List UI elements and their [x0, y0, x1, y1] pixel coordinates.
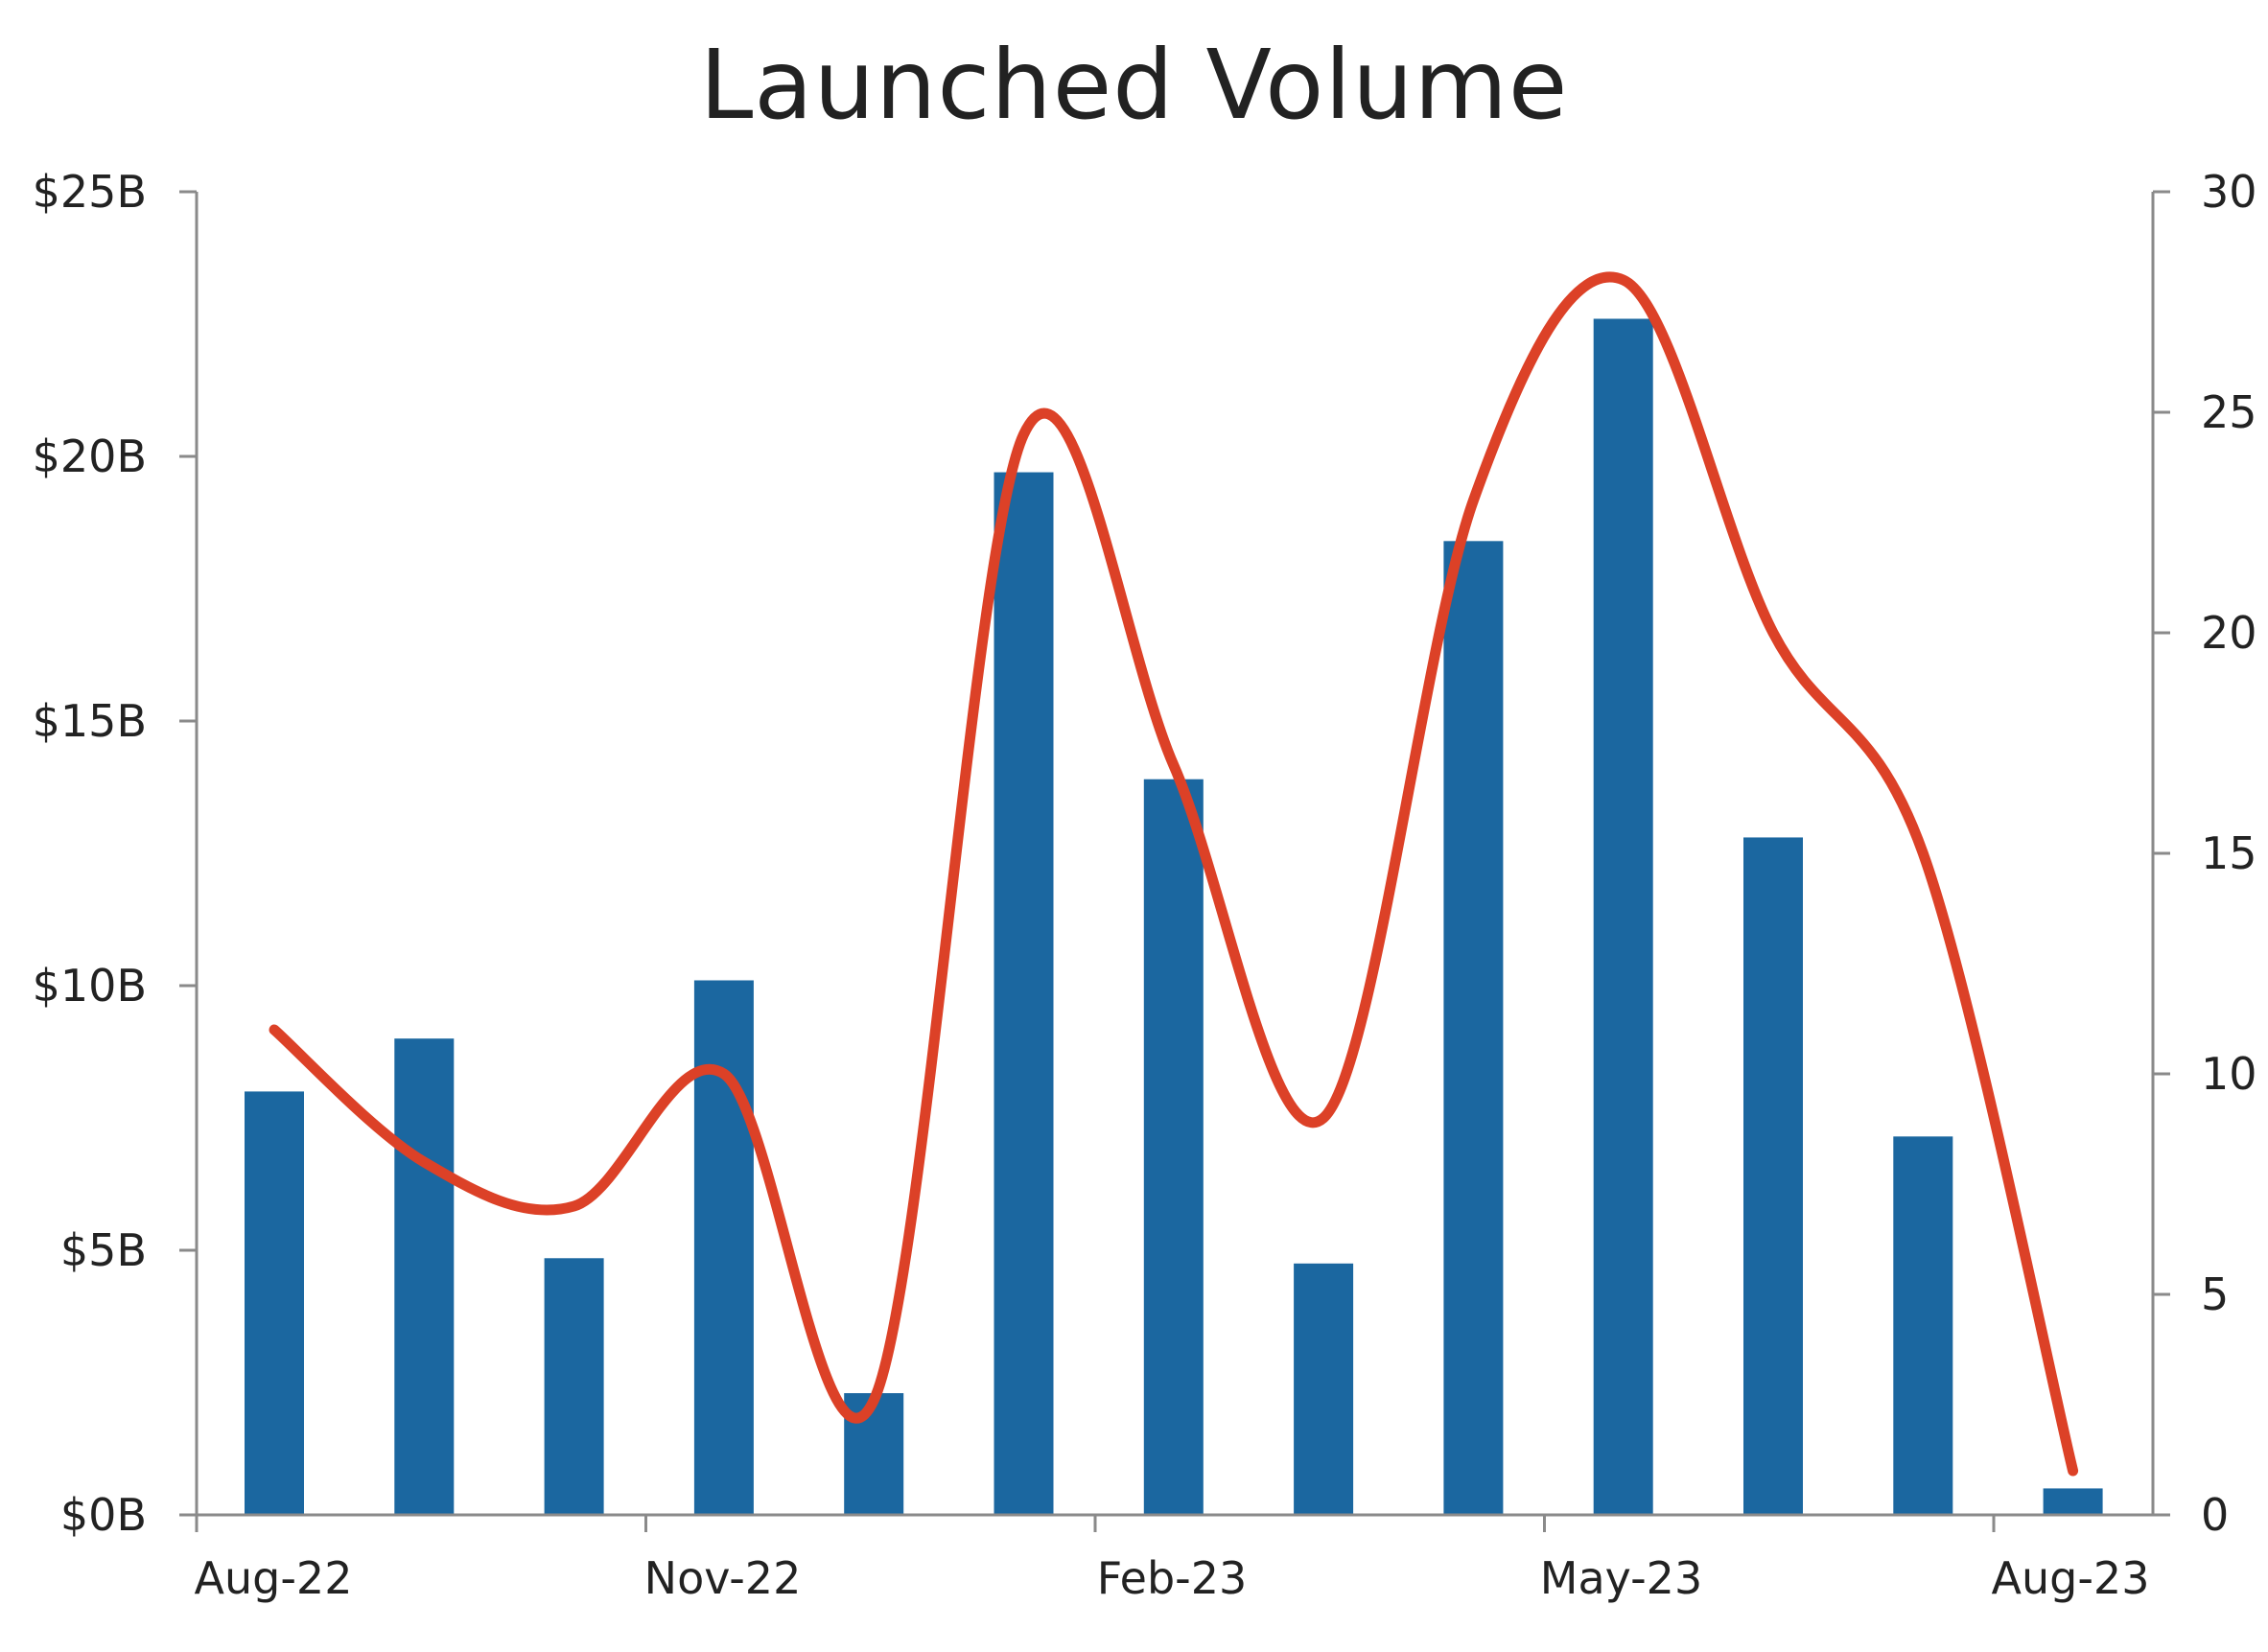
- bar-Nov-22: [693, 980, 754, 1515]
- bar-Mar-23: [1294, 1263, 1354, 1515]
- x-tick-label: Feb-23: [1097, 1552, 1248, 1604]
- bar-Feb-23: [1143, 779, 1204, 1515]
- left-tick-label: $10B: [33, 960, 147, 1012]
- left-tick-label: $25B: [33, 166, 147, 218]
- bar-Jan-23: [994, 472, 1054, 1515]
- bar-Sep-22: [394, 1038, 455, 1515]
- left-tick-label: $15B: [33, 695, 147, 747]
- bar-Dec-22: [844, 1393, 904, 1515]
- x-tick-label: Aug-22: [195, 1552, 353, 1604]
- line-path: [269, 271, 2079, 1477]
- bar-Apr-23: [1443, 541, 1504, 1515]
- left-tick-label: $0B: [60, 1489, 147, 1541]
- right-tick-label: 30: [2201, 166, 2257, 218]
- bar-Aug-22: [245, 1091, 304, 1515]
- axes: [179, 190, 2170, 1532]
- bar-May-23: [1593, 318, 1653, 1516]
- right-tick-label: 5: [2201, 1268, 2229, 1320]
- right-tick-label: 15: [2201, 827, 2257, 879]
- x-tick-label: Aug-23: [1992, 1552, 2150, 1604]
- right-tick-label: 20: [2201, 607, 2257, 659]
- x-tick-label: May-23: [1540, 1552, 1702, 1604]
- tick-labels: $0B $5B $10B $15B $20B $25B 0 5 10 15 20 25 30 Aug-22…: [33, 166, 2257, 1604]
- x-tick-label: Nov-22: [644, 1552, 802, 1604]
- right-tick-label: 25: [2201, 386, 2257, 438]
- left-tick-label: $5B: [60, 1224, 147, 1276]
- bar-Jul-23: [1893, 1136, 1953, 1515]
- left-tick-label: $20B: [33, 430, 147, 482]
- right-tick-label: 10: [2201, 1048, 2257, 1100]
- bar-Jun-23: [1743, 837, 1803, 1515]
- right-tick-label: 0: [2201, 1489, 2229, 1541]
- bar-series: [245, 318, 2103, 1516]
- chart-title: Launched Volume: [699, 29, 1569, 141]
- bar-Oct-22: [544, 1258, 604, 1515]
- line-series: [269, 271, 2079, 1477]
- bar-Aug-23: [2043, 1488, 2103, 1515]
